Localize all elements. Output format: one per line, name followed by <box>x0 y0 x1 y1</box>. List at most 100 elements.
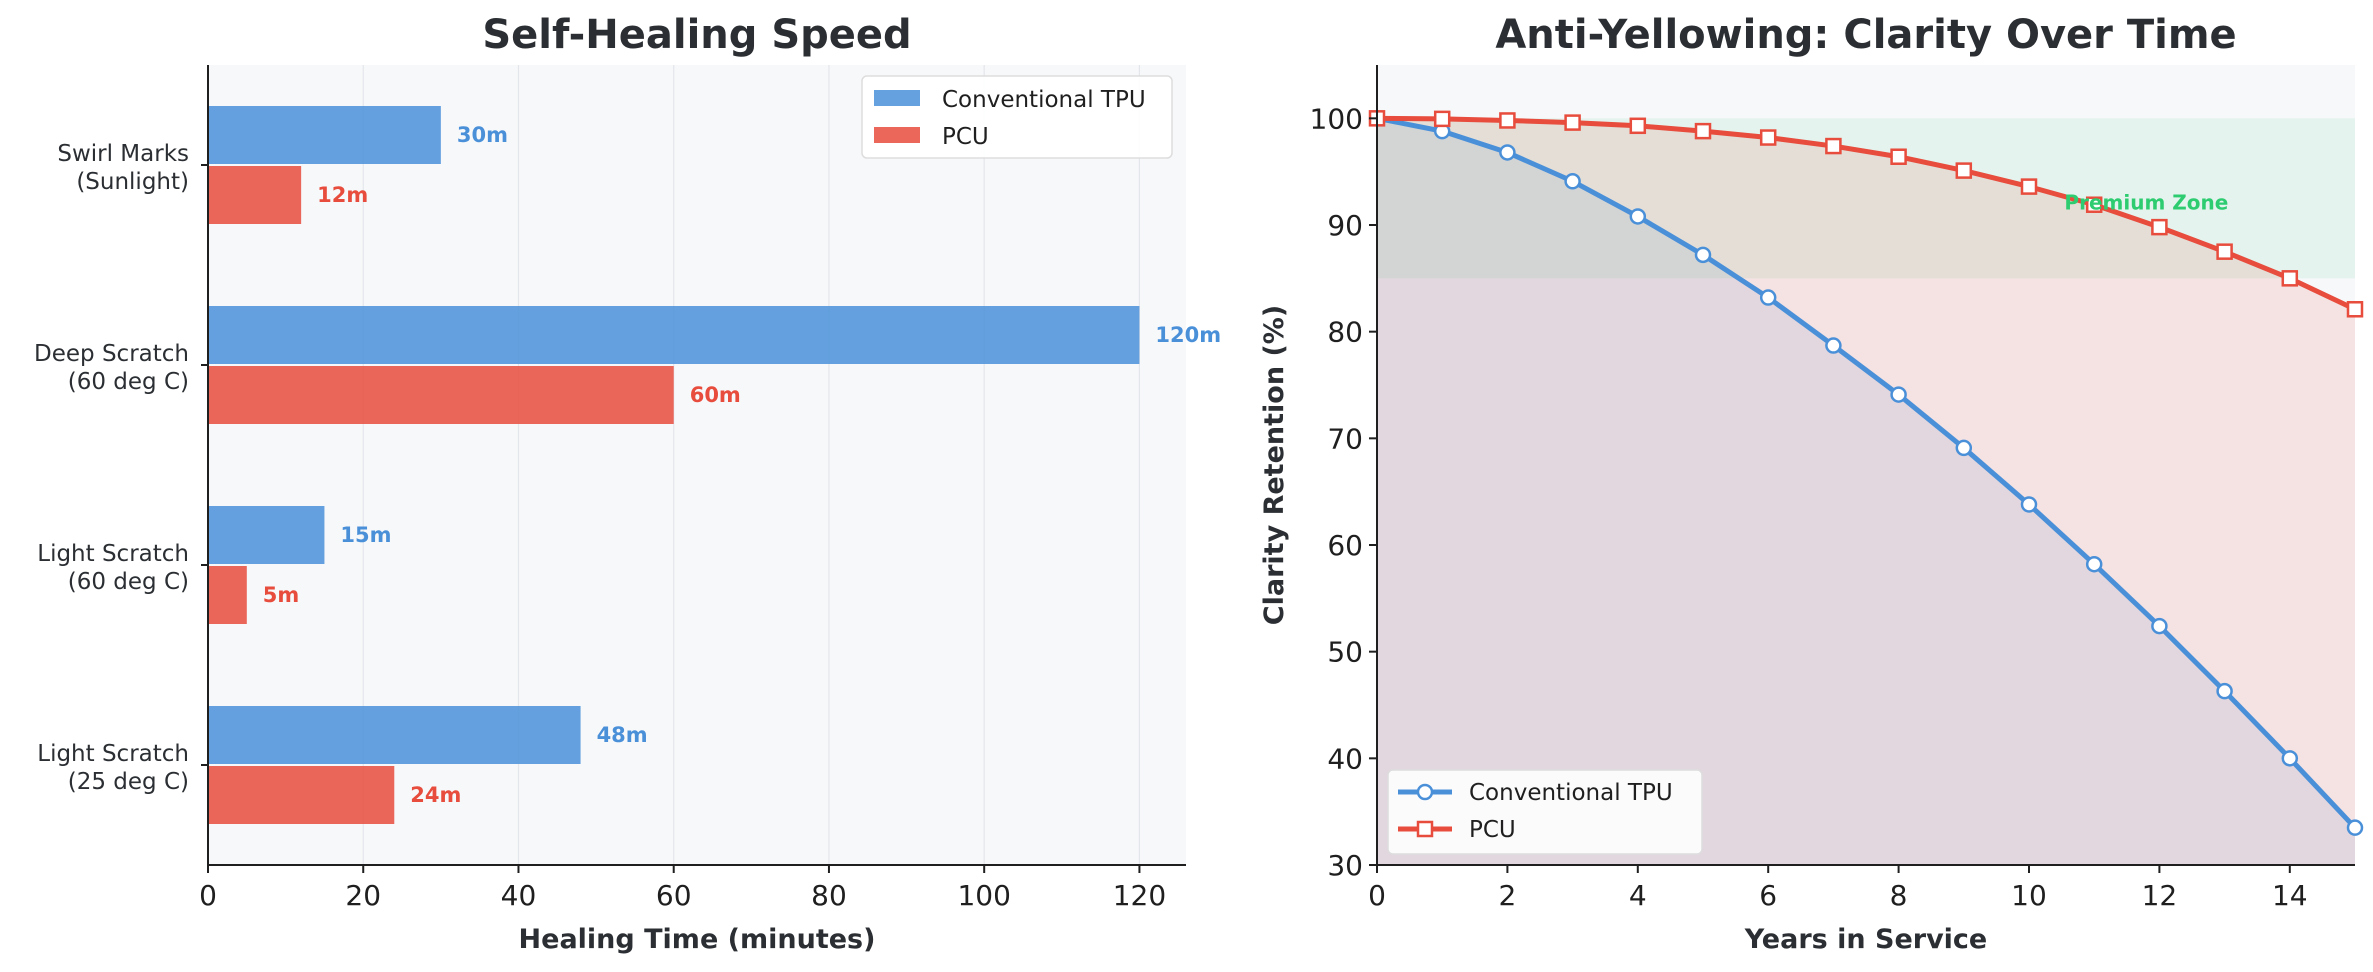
healing-chart-title: Self-Healing Speed <box>482 12 911 58</box>
marker-conventional-tpu <box>2151 617 2168 635</box>
healing-category-label: Light Scratch (60 deg C) <box>37 541 189 595</box>
value-label-conventional-tpu: 120m <box>1155 323 1221 347</box>
bar-pcu <box>208 566 247 624</box>
marker-pcu <box>1955 162 1973 179</box>
healing-x-tick-label: 120 <box>1113 879 1166 912</box>
healing-bars <box>208 106 1140 824</box>
clarity-y-tick-label: 100 <box>1310 102 1363 135</box>
bar-pcu <box>208 166 302 224</box>
marker-conventional-tpu <box>1890 386 1907 403</box>
clarity-y-tick-label: 70 <box>1327 422 1363 455</box>
value-label-pcu: 5m <box>263 583 300 607</box>
marker-conventional-tpu <box>1825 337 1842 354</box>
marker-pcu <box>2151 218 2168 236</box>
value-label-conventional-tpu: 48m <box>597 723 648 747</box>
clarity-legend: Conventional TPU PCU <box>1387 769 1703 855</box>
healing-legend-swatch-conventional <box>874 90 920 106</box>
marker-pcu <box>1759 129 1777 146</box>
marker-conventional-tpu <box>1955 439 1973 457</box>
bar-conventional-tpu <box>208 506 325 564</box>
healing-x-axis-label: Healing Time (minutes) <box>519 924 876 955</box>
clarity-x-tick-label: 6 <box>1759 879 1777 912</box>
clarity-y-axis-label: Clarity Retention (%) <box>1259 305 1290 625</box>
healing-x-tick-label: 20 <box>345 879 381 912</box>
clarity-y-tick-label: 50 <box>1327 636 1363 669</box>
clarity-y-tick-label: 60 <box>1327 529 1363 562</box>
healing-legend-label-conventional: Conventional TPU <box>942 87 1146 113</box>
marker-conventional-tpu <box>1759 289 1777 306</box>
clarity-legend-marker-pcu <box>1416 820 1434 838</box>
healing-x-ticks: 0 20 40 60 80 100 120 <box>199 865 1166 912</box>
clarity-x-tick-label: 4 <box>1629 879 1647 912</box>
healing-x-tick-label: 0 <box>199 879 217 912</box>
marker-conventional-tpu <box>1564 173 1581 190</box>
clarity-chart: Premium Zone 0 2 4 6 8 10 12 14 30 40 50 60 70 80 90 1… <box>1259 12 2364 955</box>
clarity-y-tick-label: 40 <box>1327 742 1363 775</box>
line-conventional-tpu <box>1376 115 2357 830</box>
premium-zone-label: Premium Zone <box>2064 191 2228 215</box>
clarity-y-tick-label: 30 <box>1327 849 1363 882</box>
marker-pcu <box>2281 270 2299 287</box>
healing-x-tick-label: 80 <box>811 879 847 912</box>
clarity-legend-label-conventional: Conventional TPU <box>1469 780 1673 806</box>
bar-conventional-tpu <box>208 106 441 164</box>
marker-pcu <box>1433 110 1451 128</box>
marker-pcu <box>2346 301 2364 318</box>
marker-conventional-tpu <box>1499 144 1516 161</box>
healing-category-label: Light Scratch (25 deg C) <box>37 741 189 795</box>
healing-gridlines <box>362 65 1141 865</box>
clarity-y-ticks: 30 40 50 60 70 80 90 100 <box>1310 102 1377 882</box>
value-label-conventional-tpu: 30m <box>457 123 508 147</box>
clarity-legend-label-pcu: PCU <box>1469 817 1516 843</box>
clarity-chart-title: Anti-Yellowing: Clarity Over Time <box>1495 12 2236 58</box>
clarity-legend-marker-conventional <box>1416 783 1434 801</box>
premium-zone-band <box>1377 118 2355 279</box>
marker-pcu <box>1564 114 1581 131</box>
marker-conventional-tpu <box>2216 682 2233 700</box>
clarity-x-tick-label: 10 <box>2011 879 2047 912</box>
marker-pcu <box>2020 178 2038 195</box>
clarity-x-tick-label: 14 <box>2272 879 2308 912</box>
marker-conventional-tpu <box>2020 496 2038 513</box>
healing-x-tick-label: 100 <box>957 879 1010 912</box>
healing-legend-box <box>861 75 1173 159</box>
marker-pcu <box>1694 122 1712 140</box>
healing-legend-label-pcu: PCU <box>942 124 989 150</box>
marker-pcu <box>1499 112 1516 129</box>
value-label-conventional-tpu: 15m <box>340 523 391 547</box>
bar-pcu <box>208 366 674 424</box>
clarity-x-tick-label: 2 <box>1498 879 1516 912</box>
bar-pcu <box>208 766 395 824</box>
line-pcu <box>1376 115 2357 312</box>
healing-legend-swatch-pcu <box>874 127 920 143</box>
healing-x-tick-label: 60 <box>656 879 692 912</box>
marker-pcu <box>2216 243 2233 260</box>
marker-pcu <box>2085 196 2103 213</box>
healing-value-labels: 48m 24m 15m 5m 120m 60m 30m 12m <box>263 123 1221 807</box>
marker-pcu <box>1629 117 1647 135</box>
healing-x-tick-label: 40 <box>501 879 537 912</box>
value-label-pcu: 60m <box>690 383 741 407</box>
clarity-markers <box>1368 110 2364 836</box>
marker-conventional-tpu <box>2085 555 2103 573</box>
marker-pcu <box>1825 137 1842 155</box>
marker-pcu <box>1890 148 1907 165</box>
clarity-y-tick-label: 90 <box>1327 209 1363 242</box>
healing-legend: Conventional TPU PCU <box>861 75 1173 159</box>
bar-conventional-tpu <box>208 306 1140 364</box>
value-label-pcu: 12m <box>317 183 368 207</box>
marker-conventional-tpu <box>1694 246 1712 264</box>
marker-conventional-tpu <box>2281 750 2299 767</box>
healing-category-label: Swirl Marks (Sunlight) <box>57 141 189 195</box>
clarity-x-tick-label: 0 <box>1368 879 1386 912</box>
clarity-x-tick-label: 8 <box>1890 879 1908 912</box>
healing-chart: 48m 24m 15m 5m 120m 60m 30m 12m 0 20 40 60 80 100 120… <box>34 12 1221 955</box>
area-fill-pcu <box>1377 118 2355 866</box>
area-fill-conventional-tpu <box>1377 118 2355 866</box>
marker-conventional-tpu <box>2346 819 2364 836</box>
premium-zone <box>1377 118 2355 279</box>
clarity-plot-background <box>1377 65 2355 865</box>
clarity-legend-box <box>1387 769 1703 855</box>
healing-category-labels: Light Scratch (25 deg C) Light Scratch (60 … <box>34 141 208 795</box>
